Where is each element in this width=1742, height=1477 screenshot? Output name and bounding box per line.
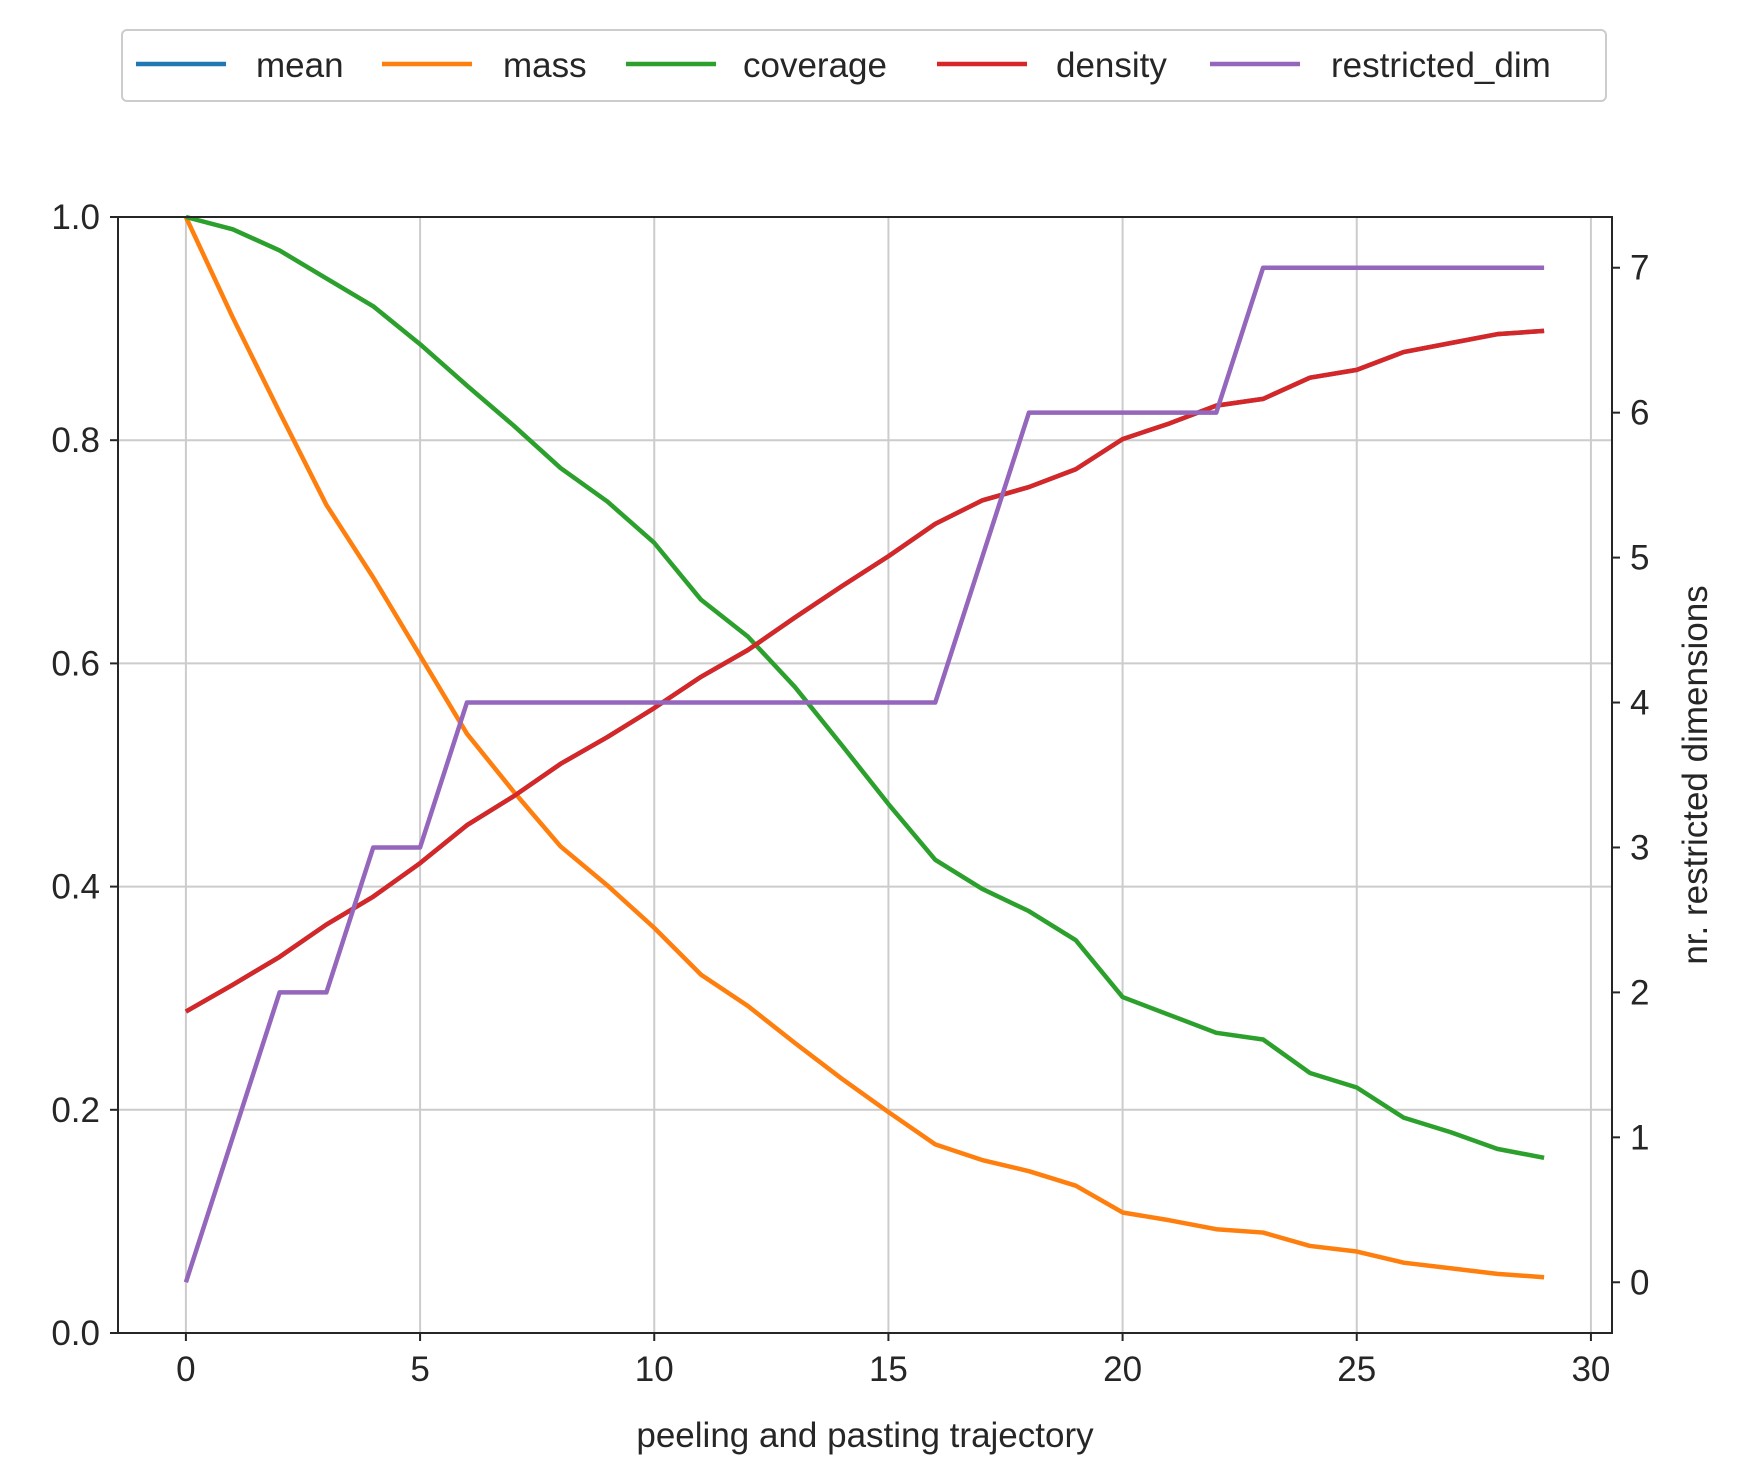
x-tick-label: 25 bbox=[1337, 1350, 1376, 1389]
legend-label-coverage: coverage bbox=[743, 46, 887, 85]
y2-tick-label: 3 bbox=[1630, 828, 1649, 867]
series-line-density bbox=[184, 328, 1545, 1014]
ticks: 0 5 10 15 20 25 30 0.0 0.2 0.4 0.6 0.8 1.0 0 1 2 3 4 5 6 7 bbox=[51, 198, 1649, 1389]
y-tick-label: 0.4 bbox=[51, 868, 100, 907]
y2-tick-label: 6 bbox=[1630, 394, 1649, 433]
series-line-coverage bbox=[185, 214, 1545, 1161]
x-tick-label: 20 bbox=[1103, 1350, 1142, 1389]
y-tick-label: 0.2 bbox=[51, 1091, 100, 1130]
y2-tick-label: 7 bbox=[1630, 249, 1649, 288]
y-tick-label: 1.0 bbox=[51, 198, 100, 237]
legend-label-density: density bbox=[1056, 46, 1167, 85]
y2-tick-label: 5 bbox=[1630, 539, 1649, 578]
y2-tick-label: 4 bbox=[1630, 684, 1649, 723]
series-line-mass bbox=[183, 216, 1545, 1280]
y-tick-label: 0.6 bbox=[51, 644, 100, 683]
x-tick-label: 5 bbox=[410, 1350, 429, 1389]
y2-axis-label: nr. restricted dimensions bbox=[1676, 585, 1715, 964]
legend-frame bbox=[121, 29, 1607, 102]
x-axis-label: peeling and pasting trajectory bbox=[636, 1416, 1094, 1455]
y2-tick-label: 2 bbox=[1630, 973, 1649, 1012]
series-line-restricted_dim bbox=[183, 265, 1545, 1283]
legend-label-mean: mean bbox=[256, 46, 344, 85]
x-tick-label: 10 bbox=[635, 1350, 674, 1389]
y2-tick-label: 1 bbox=[1630, 1118, 1649, 1157]
y2-tick-label: 0 bbox=[1630, 1263, 1649, 1302]
y-tick-label: 0.8 bbox=[51, 421, 100, 460]
series-layer bbox=[183, 214, 1545, 1283]
legend: mean mass coverage density restricted_dim bbox=[121, 29, 1607, 102]
x-tick-label: 30 bbox=[1571, 1350, 1610, 1389]
plot-frame bbox=[117, 216, 1613, 1334]
legend-label-restricted_dim: restricted_dim bbox=[1331, 46, 1551, 85]
x-tick-label: 0 bbox=[176, 1350, 195, 1389]
x-tick-label: 15 bbox=[869, 1350, 908, 1389]
y-tick-label: 0.0 bbox=[51, 1314, 100, 1353]
legend-label-mass: mass bbox=[503, 46, 587, 85]
